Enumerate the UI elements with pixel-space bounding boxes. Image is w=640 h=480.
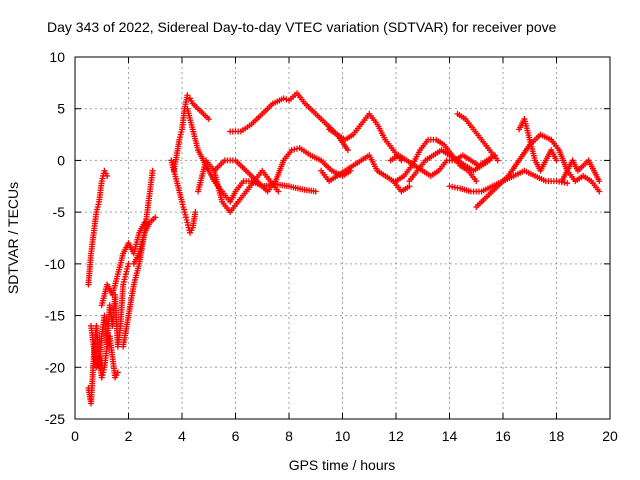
- data-point: [486, 157, 493, 164]
- data-point: [104, 172, 111, 179]
- data-point: [312, 188, 319, 195]
- series-arc-r: [454, 110, 501, 164]
- data-point: [149, 167, 156, 174]
- data-point: [564, 180, 571, 187]
- data-point: [275, 188, 282, 195]
- data-point: [473, 178, 480, 185]
- series-arc-c: [88, 322, 121, 381]
- series-arc-v: [548, 136, 603, 195]
- data-point: [280, 95, 287, 102]
- data-point: [288, 147, 295, 154]
- y-tick-label: 0: [57, 152, 65, 168]
- x-tick-label: 0: [71, 428, 79, 444]
- data-point: [344, 147, 351, 154]
- y-tick-label: -5: [53, 204, 66, 220]
- data-series-layer: [85, 90, 603, 407]
- data-point: [114, 369, 121, 376]
- series-arc-o: [387, 152, 498, 179]
- axis-ticks: 0 2 4 6 8 10 12 14 16 18 20 -25 -20 -15 -10 -5 0 5 10: [45, 49, 618, 444]
- data-point: [291, 146, 298, 153]
- y-tick-label: 10: [49, 49, 65, 65]
- series-arc-l: [227, 90, 351, 154]
- x-tick-label: 14: [442, 428, 458, 444]
- data-point: [494, 157, 501, 164]
- x-tick-label: 12: [388, 428, 404, 444]
- x-tick-label: 18: [549, 428, 565, 444]
- y-tick-label: -20: [45, 359, 65, 375]
- x-tick-label: 10: [335, 428, 351, 444]
- data-point: [125, 260, 132, 267]
- y-tick-label: -25: [45, 411, 65, 427]
- data-point: [596, 188, 603, 195]
- series-arc-q: [406, 147, 493, 185]
- x-tick-label: 4: [178, 428, 186, 444]
- series-arc-f: [130, 167, 156, 267]
- series-arc-u: [516, 116, 560, 174]
- series-arc-w: [558, 157, 603, 185]
- y-tick-label: -10: [45, 256, 65, 272]
- y-tick-label: -15: [45, 308, 65, 324]
- series-arc-b: [85, 260, 132, 407]
- data-point: [192, 209, 199, 216]
- chart-title: Day 343 of 2022, Sidereal Day-to-day VTE…: [47, 19, 557, 35]
- grid-lines: [75, 57, 610, 419]
- data-point: [596, 178, 603, 185]
- series-arc-k: [211, 145, 354, 195]
- series-arc-h: [170, 92, 212, 174]
- data-point: [553, 157, 560, 164]
- y-tick-label: 5: [57, 101, 65, 117]
- data-point: [184, 92, 191, 99]
- x-tick-label: 6: [232, 428, 240, 444]
- y-axis-label: SDTVAR / TECUs: [5, 182, 21, 294]
- x-tick-label: 8: [285, 428, 293, 444]
- series-arc-m: [318, 152, 413, 195]
- series-arc-a: [85, 167, 111, 288]
- x-tick-label: 20: [602, 428, 618, 444]
- data-point: [283, 96, 290, 103]
- series-arc-d: [98, 219, 148, 309]
- x-axis-label: GPS time / hours: [289, 457, 396, 473]
- data-point: [406, 183, 413, 190]
- x-tick-label: 2: [125, 428, 133, 444]
- x-tick-label: 16: [495, 428, 511, 444]
- data-point: [294, 145, 301, 152]
- data-point: [205, 116, 212, 123]
- data-point: [152, 214, 159, 221]
